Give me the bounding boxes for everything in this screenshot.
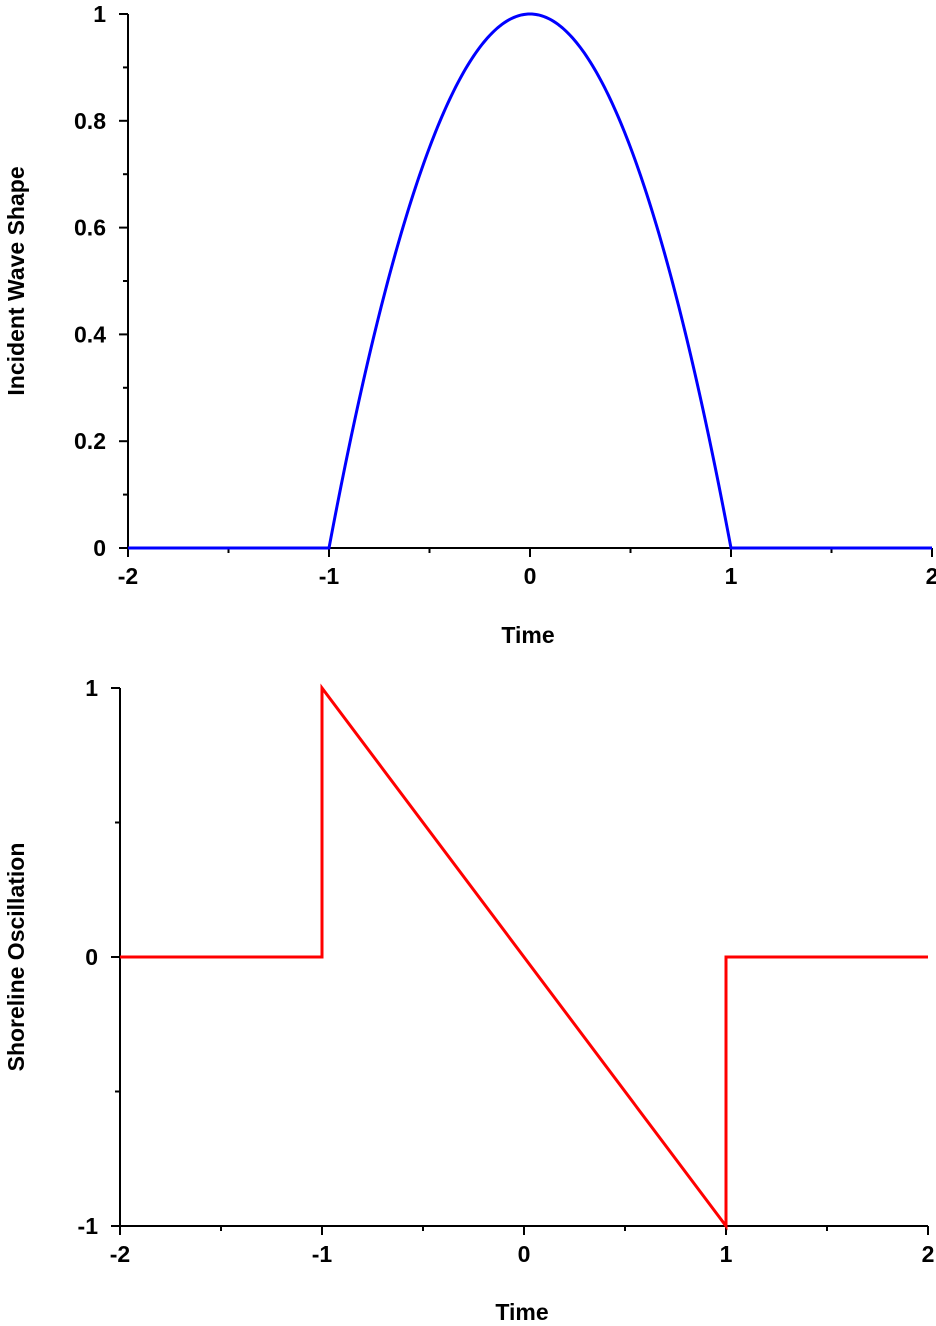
x-tick-label: 0 [518,1241,531,1267]
y-tick-label: 1 [93,1,106,27]
y-tick-label: -1 [78,1213,99,1239]
y-axis-title: Incident Wave Shape [3,166,29,395]
incident-wave-line [128,12,932,550]
x-tick-label: -2 [118,563,138,589]
x-tick-label: 1 [720,1241,733,1267]
x-tick-label: 1 [725,563,738,589]
y-tick-label: 0 [93,535,106,561]
y-tick-label: 0.2 [74,428,106,454]
y-tick-label: 0.8 [74,108,106,134]
shoreline-oscillation-line [120,683,928,1231]
x-tick-label: 0 [524,563,537,589]
x-tick-label: 2 [922,1241,935,1267]
x-tick-label: -1 [312,1241,333,1267]
x-axis-title: Time [501,622,554,648]
incident-wave-chart: -2 -1 0 1 2 0 0.2 0.4 0.6 0.8 1 Time Incident Wave S… [3,1,936,648]
y-tick-label: 0 [85,944,98,970]
x-tick-label: -1 [319,563,340,589]
shoreline-oscillation-chart: -2 -1 0 1 2 -1 0 1 Time Shoreline Oscillation [3,675,934,1325]
x-tick-label: -2 [110,1241,130,1267]
y-tick-label: 1 [85,675,98,701]
y-tick-label: 0.6 [74,215,106,241]
y-axis-title: Shoreline Oscillation [3,843,29,1072]
x-axis-title: Time [495,1299,548,1325]
y-tick-label: 0.4 [74,321,106,347]
x-tick-label: 2 [926,563,936,589]
